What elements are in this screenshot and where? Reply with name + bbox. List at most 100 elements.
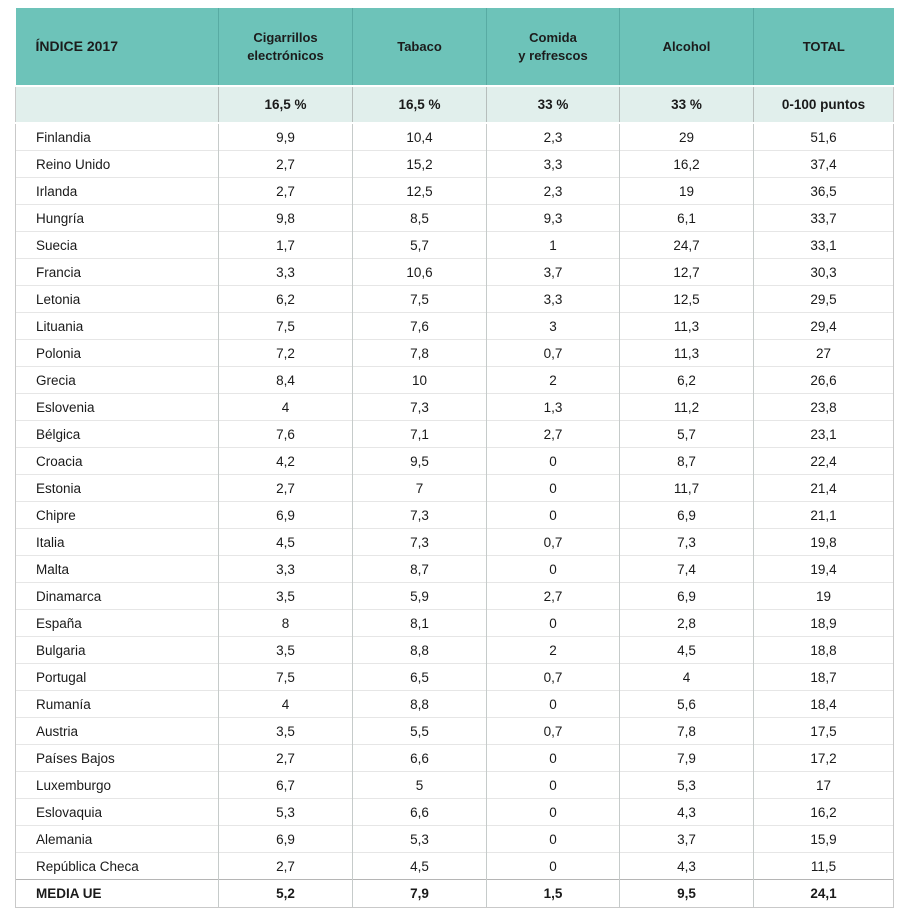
- country-cell: Bulgaria: [15, 636, 219, 664]
- value-cell: 7,5: [352, 285, 487, 313]
- value-cell: 10: [352, 366, 487, 394]
- column-header-cell: Alcohol: [619, 8, 754, 86]
- value-cell: 7,4: [619, 555, 754, 583]
- table-row: Finlandia 9,9 10,4 2,3 29 51,6: [15, 122, 894, 151]
- value-cell: 8,8: [352, 690, 487, 718]
- weight-cell: 33 %: [619, 85, 754, 123]
- value-cell: 5,6: [619, 690, 754, 718]
- table-row: Francia 3,3 10,6 3,7 12,7 30,3: [15, 258, 894, 286]
- country-cell: Bélgica: [15, 420, 219, 448]
- value-cell: 0: [486, 825, 620, 853]
- index-2017-table-container: ÍNDICE 2017 Cigarrillos electrónicos Tabac…: [15, 8, 894, 908]
- value-cell: 0: [486, 852, 620, 880]
- value-cell: 24,7: [619, 231, 754, 259]
- country-cell: Finlandia: [15, 122, 219, 151]
- value-cell: 0: [486, 744, 620, 772]
- value-cell: 36,5: [753, 177, 894, 205]
- value-cell: 21,1: [753, 501, 894, 529]
- value-cell: 7: [352, 474, 487, 502]
- value-cell: 6,6: [352, 798, 487, 826]
- value-cell: 2,7: [218, 150, 353, 178]
- value-cell: 7,3: [352, 501, 487, 529]
- table-row: Bélgica 7,6 7,1 2,7 5,7 23,1: [15, 420, 894, 448]
- value-cell: 4: [619, 663, 754, 691]
- value-cell: 5,3: [352, 825, 487, 853]
- footer-value-cell: 5,2: [218, 879, 353, 908]
- value-cell: 4,5: [352, 852, 487, 880]
- value-cell: 2,3: [486, 122, 620, 151]
- value-cell: 3,5: [218, 582, 353, 610]
- value-cell: 1,7: [218, 231, 353, 259]
- value-cell: 3,5: [218, 717, 353, 745]
- value-cell: 6,9: [619, 501, 754, 529]
- value-cell: 19: [753, 582, 894, 610]
- table-body: Finlandia 9,9 10,4 2,3 29 51,6 Reino Unido 2,7 1…: [15, 122, 894, 880]
- value-cell: 8,5: [352, 204, 487, 232]
- table-row: Países Bajos 2,7 6,6 0 7,9 17,2: [15, 744, 894, 772]
- value-cell: 2: [486, 636, 620, 664]
- weight-cell: 16,5 %: [352, 85, 487, 123]
- value-cell: 6,5: [352, 663, 487, 691]
- value-cell: 2,7: [486, 582, 620, 610]
- value-cell: 17: [753, 771, 894, 799]
- value-cell: 37,4: [753, 150, 894, 178]
- footer-value-cell: 7,9: [352, 879, 487, 908]
- table-row: Grecia 8,4 10 2 6,2 26,6: [15, 366, 894, 394]
- value-cell: 2,7: [218, 474, 353, 502]
- value-cell: 22,4: [753, 447, 894, 475]
- footer-value-cell: 9,5: [619, 879, 754, 908]
- value-cell: 27: [753, 339, 894, 367]
- value-cell: 16,2: [753, 798, 894, 826]
- country-cell: Hungría: [15, 204, 219, 232]
- footer-value-cell: 1,5: [486, 879, 620, 908]
- country-cell: Francia: [15, 258, 219, 286]
- table-foot: MEDIA UE 5,2 7,9 1,5 9,5 24,1: [15, 879, 894, 908]
- value-cell: 1,3: [486, 393, 620, 421]
- value-cell: 8,7: [352, 555, 487, 583]
- country-cell: Malta: [15, 555, 219, 583]
- table-row: Luxemburgo 6,7 5 0 5,3 17: [15, 771, 894, 799]
- value-cell: 12,5: [352, 177, 487, 205]
- value-cell: 0: [486, 690, 620, 718]
- weights-row: 16,5 % 16,5 % 33 % 33 % 0-100 puntos: [15, 85, 894, 123]
- value-cell: 8: [218, 609, 353, 637]
- value-cell: 11,5: [753, 852, 894, 880]
- value-cell: 15,2: [352, 150, 487, 178]
- value-cell: 21,4: [753, 474, 894, 502]
- value-cell: 5,3: [218, 798, 353, 826]
- value-cell: 19,4: [753, 555, 894, 583]
- value-cell: 6,6: [352, 744, 487, 772]
- table-row: Hungría 9,8 8,5 9,3 6,1 33,7: [15, 204, 894, 232]
- value-cell: 3,3: [486, 150, 620, 178]
- value-cell: 6,9: [619, 582, 754, 610]
- value-cell: 7,2: [218, 339, 353, 367]
- country-cell: España: [15, 609, 219, 637]
- value-cell: 1: [486, 231, 620, 259]
- value-cell: 5,5: [352, 717, 487, 745]
- value-cell: 3,3: [218, 258, 353, 286]
- value-cell: 6,1: [619, 204, 754, 232]
- value-cell: 7,3: [619, 528, 754, 556]
- value-cell: 16,2: [619, 150, 754, 178]
- footer-label-cell: MEDIA UE: [15, 879, 219, 908]
- value-cell: 10,6: [352, 258, 487, 286]
- value-cell: 19,8: [753, 528, 894, 556]
- table-row: Alemania 6,9 5,3 0 3,7 15,9: [15, 825, 894, 853]
- value-cell: 29: [619, 122, 754, 151]
- table-row: Rumanía 4 8,8 0 5,6 18,4: [15, 690, 894, 718]
- weight-cell: 33 %: [486, 85, 620, 123]
- table-row: Suecia 1,7 5,7 1 24,7 33,1: [15, 231, 894, 259]
- value-cell: 7,9: [619, 744, 754, 772]
- country-cell: Rumanía: [15, 690, 219, 718]
- value-cell: 11,7: [619, 474, 754, 502]
- value-cell: 2: [486, 366, 620, 394]
- country-cell: Croacia: [15, 447, 219, 475]
- country-cell: Países Bajos: [15, 744, 219, 772]
- value-cell: 4: [218, 393, 353, 421]
- table-title-cell: ÍNDICE 2017: [15, 8, 219, 86]
- value-cell: 11,2: [619, 393, 754, 421]
- value-cell: 0: [486, 474, 620, 502]
- value-cell: 2,7: [218, 177, 353, 205]
- country-cell: Alemania: [15, 825, 219, 853]
- value-cell: 12,7: [619, 258, 754, 286]
